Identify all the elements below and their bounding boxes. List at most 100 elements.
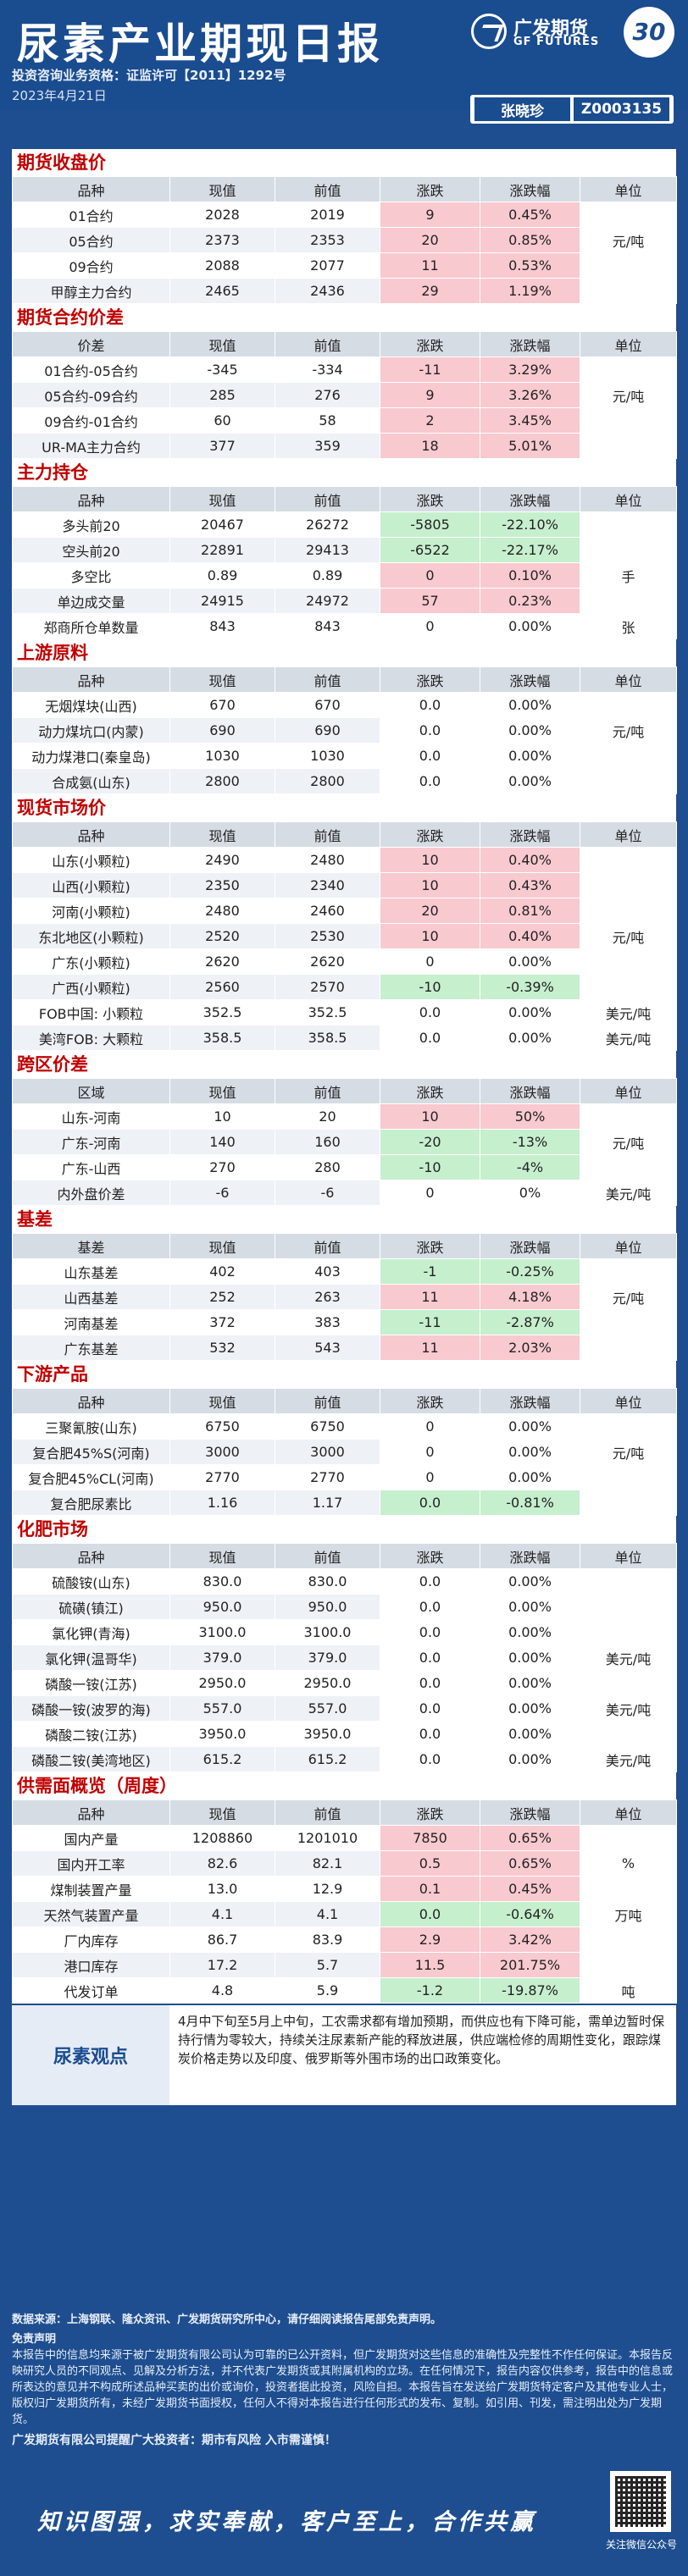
table-cell: 82.6 [169, 1850, 275, 1877]
column-header: 涨跌幅 [480, 1388, 580, 1414]
table-cell: 358.5 [169, 1025, 275, 1051]
column-header: 现值 [169, 821, 275, 848]
column-header: 前值 [275, 821, 380, 848]
unit-cell [580, 1825, 677, 1851]
table-cell: 160 [275, 1129, 380, 1155]
table-cell: 843 [169, 613, 275, 639]
unit-cell [580, 768, 677, 794]
unit-cell [580, 537, 677, 563]
table-row: 代发订单 4.8 5.9 -1.2 -19.87% 吨 [12, 1977, 677, 2004]
page-title: 尿素产业期现日报 [17, 19, 383, 69]
table-row: 01合约 2028 2019 9 0.45% [12, 202, 677, 228]
column-header: 品种 [12, 666, 170, 693]
column-header: 涨跌 [380, 1078, 480, 1104]
table-cell: 543 [275, 1335, 380, 1361]
table-cell: -13% [480, 1129, 580, 1155]
table-cell: 0.5 [380, 1850, 480, 1877]
table-row: 煤制装置产量 13.0 12.9 0.1 0.45% [12, 1876, 677, 1902]
column-header: 品种 [12, 176, 170, 202]
unit-cell [580, 433, 677, 459]
table-cell: 0.00% [480, 1025, 580, 1051]
table-cell: 1.19% [480, 278, 580, 304]
table-header: 品种 现值 前值 涨跌 涨跌幅 单位 [12, 1543, 677, 1569]
data-table: 品种 现值 前值 涨跌 涨跌幅 单位 山东(小颗粒) 2490 2480 10 0.40% 山西(小颗… [12, 821, 677, 1051]
column-header: 涨跌幅 [480, 331, 580, 357]
table-cell: 2530 [275, 923, 380, 949]
table-cell: 403 [275, 1258, 380, 1285]
table-cell: 3000 [169, 1439, 275, 1465]
table-cell: 0.0 [380, 999, 480, 1025]
table-cell: 合成氨(山东) [12, 768, 170, 794]
unit-cell: 元/吨 [580, 1439, 677, 1465]
column-header: 现值 [169, 1388, 275, 1414]
table-cell: 285 [169, 382, 275, 408]
table-cell: 0 [380, 1439, 480, 1465]
unit-cell [580, 1594, 677, 1620]
table-cell: 0.00% [480, 1695, 580, 1722]
section-title: 跨区价差 [12, 1051, 676, 1078]
table-cell: 6750 [169, 1413, 275, 1440]
table-cell: 557.0 [169, 1695, 275, 1722]
unit-cell [580, 898, 677, 924]
unit-cell: 吨 [580, 1977, 677, 2004]
table-row: 动力煤港口(秦皇岛) 1030 1030 0.0 0.00% [12, 743, 677, 769]
unit-cell [580, 847, 677, 873]
qr-code-icon[interactable] [610, 2471, 671, 2532]
table-row: 多空比 0.89 0.89 0 0.10% 手 [12, 562, 677, 589]
table-row: 郑商所仓单数量 843 843 0 0.00% 张 [12, 613, 677, 639]
table-cell: 29 [380, 278, 480, 304]
table-row: 09合约 2088 2077 11 0.53% [12, 252, 677, 279]
table-row: 硫磺(镇江) 950.0 950.0 0.0 0.00% [12, 1594, 677, 1620]
table-row: 山东(小颗粒) 2490 2480 10 0.40% [12, 847, 677, 873]
table-cell: 2373 [169, 227, 275, 253]
table-cell: 复合肥45%CL(河南) [12, 1464, 170, 1490]
table-cell: 磷酸一铵(江苏) [12, 1670, 170, 1696]
table-cell: 950.0 [169, 1594, 275, 1620]
table-cell: 09合约-01合约 [12, 407, 170, 434]
qualification-text: 投资咨询业务资格：证监许可【2011】1292号 [12, 68, 286, 83]
section-title: 供需面概览（周度） [12, 1772, 676, 1799]
table-row: 复合肥45%CL(河南) 2770 2770 0 0.00% [12, 1464, 677, 1490]
table-cell: 252 [169, 1284, 275, 1310]
table-cell: 11 [380, 1284, 480, 1310]
table-cell: 2950.0 [169, 1670, 275, 1696]
table-cell: 1.17 [275, 1490, 380, 1516]
column-header: 涨跌 [380, 1543, 480, 1569]
data-table: 区域 现值 前值 涨跌 涨跌幅 单位 山东-河南 10 20 10 50% 广东-河南 140 160 -2… [12, 1078, 677, 1206]
table-cell: 0.0 [380, 743, 480, 769]
table-cell: 0 [380, 562, 480, 589]
table-cell: 20 [380, 227, 480, 253]
table-cell: 山东基差 [12, 1258, 170, 1285]
table-row: 内外盘价差 -6 -6 0 0% 美元/吨 [12, 1180, 677, 1206]
table-cell: 0.89 [275, 562, 380, 589]
table-cell: 5.01% [480, 433, 580, 459]
column-header: 涨跌 [380, 1388, 480, 1414]
table-cell: -6 [275, 1180, 380, 1206]
table-header: 品种 现值 前值 涨跌 涨跌幅 单位 [12, 176, 677, 202]
unit-cell [580, 1490, 677, 1516]
table-cell: 830.0 [169, 1568, 275, 1595]
unit-cell: 元/吨 [580, 382, 677, 408]
data-source: 数据来源：上海钢联、隆众资讯、广发期货研究所中心，请仔细阅读报告尾部免责声明。 [12, 2313, 442, 2326]
table-row: 广东-山西 270 280 -10 -4% [12, 1154, 677, 1180]
table-cell: 0.0 [380, 1645, 480, 1671]
table-cell: 东北地区(小颗粒) [12, 923, 170, 949]
data-table: 品种 现值 前值 涨跌 涨跌幅 单位 无烟煤块(山西) 670 670 0.0 0.00% 动力煤坑口… [12, 666, 677, 794]
table-row: 三聚氰胺(山东) 6750 6750 0 0.00% [12, 1413, 677, 1440]
table-row: 港口库存 17.2 5.7 11.5 201.75% [12, 1952, 677, 1978]
table-cell: 0.00% [480, 948, 580, 975]
table-cell: 0.0 [380, 1594, 480, 1620]
table-cell: 0.0 [380, 1695, 480, 1722]
column-header: 品种 [12, 1543, 170, 1569]
table-row: 05合约-09合约 285 276 9 3.26% 元/吨 [12, 382, 677, 408]
table-cell: 2.9 [380, 1926, 480, 1953]
table-cell: 2353 [275, 227, 380, 253]
column-header: 现值 [169, 486, 275, 512]
table-cell: -11 [380, 357, 480, 383]
logo-cn: 广发期货 [513, 19, 589, 40]
table-cell: 0.0 [380, 692, 480, 718]
table-cell: 3000 [275, 1439, 380, 1465]
table-cell: 山东-河南 [12, 1103, 170, 1130]
table-row: 氯化钾(温哥华) 379.0 379.0 0.0 0.00% 美元/吨 [12, 1645, 677, 1671]
footer: 数据来源：上海钢联、隆众资讯、广发期货研究所中心，请仔细阅读报告尾部免责声明。 … [12, 2312, 676, 2449]
